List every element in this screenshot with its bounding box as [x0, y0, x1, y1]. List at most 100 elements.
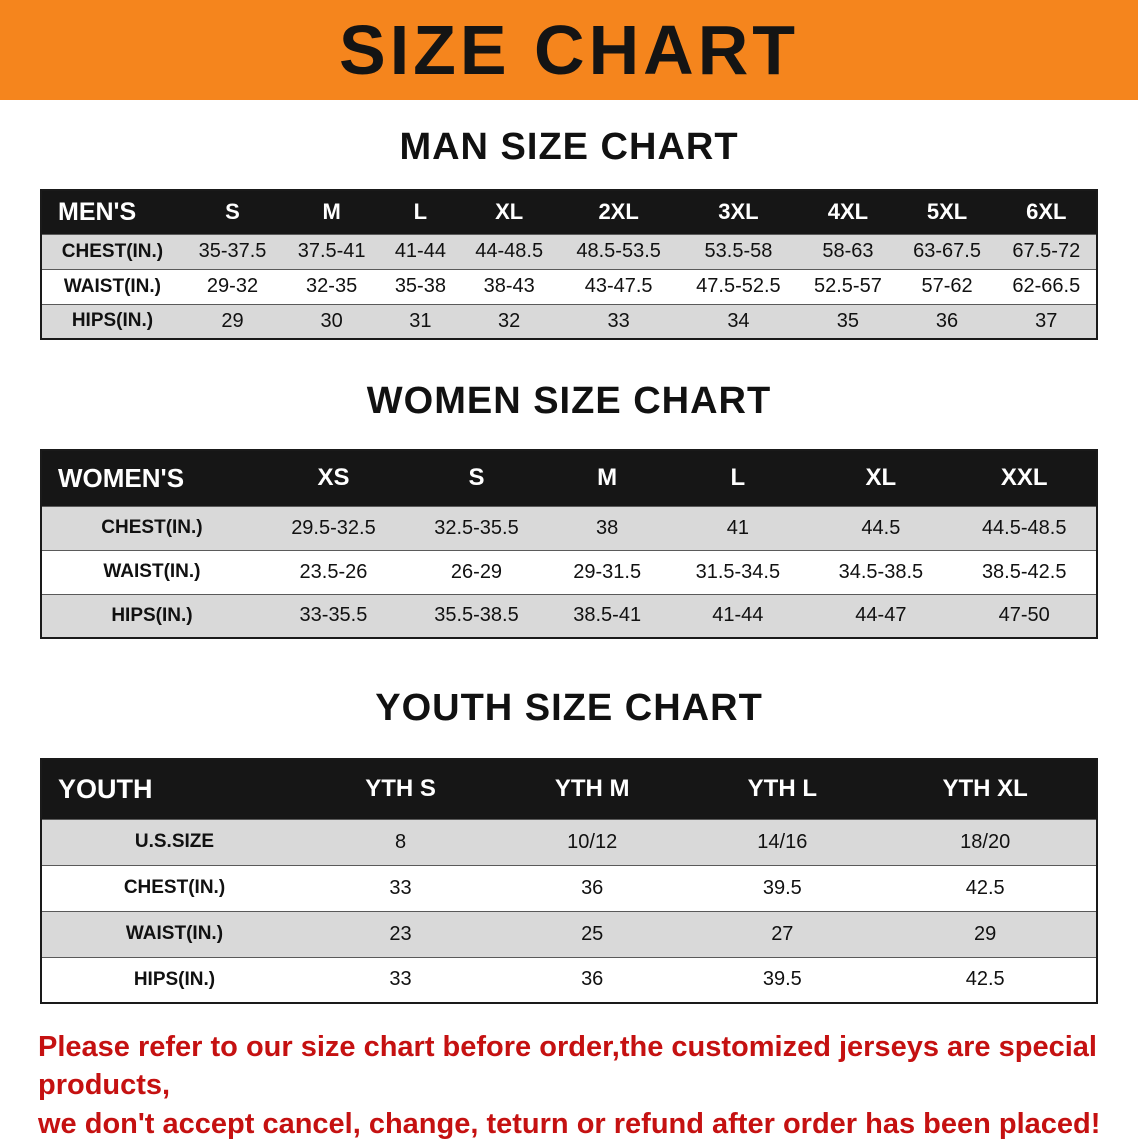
banner: SIZE CHART: [0, 0, 1138, 100]
table-row: WAIST(IN.) 23 25 27 29: [41, 911, 1097, 957]
size-value-cell: 35-37.5: [198, 240, 267, 262]
size-value-cell: 42.5: [965, 968, 1005, 991]
size-value-cell: 36: [935, 309, 959, 332]
size-value-cell: 44-48.5: [475, 240, 544, 262]
size-value-cell: 62-66.5: [1012, 275, 1081, 297]
table-title-cell: YOUTH: [41, 759, 307, 819]
row-label: WAIST(IN.): [63, 275, 162, 297]
size-value-cell: 38-43: [483, 275, 535, 297]
size-column-header: 3XL: [678, 190, 799, 234]
size-value-cell: 34: [727, 309, 750, 332]
row-label: WAIST(IN.): [125, 923, 224, 944]
size-column-header: L: [381, 190, 460, 234]
size-column-header: YTH M: [494, 759, 691, 819]
size-value-cell: 35: [836, 309, 860, 332]
size-value-cell: 29: [221, 309, 244, 332]
row-label: HIPS(IN.): [133, 968, 216, 990]
size-value-cell: 33: [389, 876, 412, 899]
size-value-cell: 41-44: [712, 604, 764, 627]
size-column-header: YTH XL: [874, 759, 1097, 819]
size-value-cell: 10/12: [567, 830, 618, 853]
table-title-cell: MEN'S: [41, 190, 183, 234]
size-column-header: M: [548, 450, 667, 506]
size-value-cell: 39.5: [762, 876, 802, 899]
size-value-cell: 14/16: [757, 830, 808, 853]
size-value-cell: 58-63: [822, 240, 874, 262]
size-value-cell: 37.5-41: [297, 240, 366, 262]
men-section-heading: MAN SIZE CHART: [399, 126, 739, 168]
size-value-cell: 33: [607, 309, 630, 332]
size-value-cell: 57-62: [921, 275, 973, 297]
size-value-cell: 32.5-35.5: [434, 516, 519, 539]
disclaimer-text: Please refer to our size chart before or…: [38, 1028, 1118, 1143]
row-label: U.S.SIZE: [134, 831, 215, 852]
size-value-cell: 30: [320, 309, 343, 332]
size-value-cell: 38.5-42.5: [981, 560, 1067, 583]
size-value-cell: 33: [389, 968, 412, 991]
row-label: WAIST(IN.): [103, 561, 201, 582]
table-row: WAIST(IN.) 23.5-26 26-29 29-31.5 31.5-34.5 34…: [41, 550, 1097, 594]
size-value-cell: 47.5-52.5: [696, 275, 781, 297]
size-column-header: S: [404, 450, 548, 506]
size-column-header: L: [666, 450, 810, 506]
size-value-cell: 27: [771, 922, 794, 945]
section-men: MAN SIZE CHART MEN'S S M L XL 2XL 3XL 4XL 5XL 6XL…: [0, 126, 1138, 340]
size-value-cell: 36: [581, 876, 604, 899]
size-value-cell: 18/20: [960, 830, 1011, 853]
size-value-cell: 41-44: [394, 240, 446, 262]
table-header-row: MEN'S S M L XL 2XL 3XL 4XL 5XL 6XL: [41, 190, 1097, 234]
table-row: U.S.SIZE 8 10/12 14/16 18/20: [41, 819, 1097, 865]
size-column-header: YTH L: [690, 759, 875, 819]
size-value-cell: 38: [596, 516, 619, 539]
size-value-cell: 23.5-26: [299, 560, 368, 583]
youth-section-heading: YOUTH SIZE CHART: [375, 687, 763, 729]
size-value-cell: 43-47.5: [584, 275, 653, 297]
size-value-cell: 34.5-38.5: [838, 560, 924, 583]
size-column-header: YTH S: [306, 759, 495, 819]
size-value-cell: 35.5-38.5: [434, 604, 519, 627]
row-label: CHEST(IN.): [61, 240, 164, 262]
table-row: HIPS(IN.) 33 36 39.5 42.5: [41, 957, 1097, 1003]
size-value-cell: 37: [1035, 309, 1058, 332]
size-value-cell: 44.5: [861, 516, 901, 539]
table-row: CHEST(IN.) 29.5-32.5 32.5-35.5 38 41 44.5 44.5…: [41, 506, 1097, 550]
size-value-cell: 67.5-72: [1012, 240, 1081, 262]
size-value-cell: 32: [498, 309, 521, 332]
row-label: CHEST(IN.): [123, 877, 226, 898]
size-value-cell: 23: [389, 922, 412, 945]
size-value-cell: 31: [409, 309, 432, 332]
size-value-cell: 53.5-58: [704, 240, 773, 262]
table-row: CHEST(IN.) 33 36 39.5 42.5: [41, 865, 1097, 911]
size-column-header: XS: [261, 450, 405, 506]
women-section-heading: WOMEN SIZE CHART: [366, 380, 772, 422]
table-row: HIPS(IN.) 29 30 31 32 33 34 35 36 37: [41, 304, 1097, 339]
size-value-cell: 33-35.5: [299, 604, 368, 627]
size-column-header: 6XL: [996, 190, 1097, 234]
size-value-cell: 48.5-53.5: [576, 240, 661, 262]
size-column-header: M: [282, 190, 382, 234]
table-row: HIPS(IN.) 33-35.5 35.5-38.5 38.5-41 41-44 44-…: [41, 594, 1097, 638]
size-column-header: 5XL: [897, 190, 997, 234]
table-header-row: WOMEN'S XS S M L XL XXL: [41, 450, 1097, 506]
size-value-cell: 52.5-57: [813, 275, 882, 297]
size-value-cell: 29-31.5: [573, 560, 642, 583]
women-size-table: WOMEN'S XS S M L XL XXL CHEST(IN.) 29.5-32.5 32.5…: [40, 449, 1098, 639]
row-label: HIPS(IN.): [111, 604, 193, 626]
size-value-cell: 42.5: [965, 876, 1005, 899]
size-value-cell: 39.5: [762, 968, 802, 991]
size-value-cell: 35-38: [394, 275, 446, 297]
size-value-cell: 8: [394, 830, 407, 853]
section-youth: YOUTH SIZE CHART YOUTH YTH S YTH M YTH L YTH…: [0, 687, 1138, 1004]
table-row: WAIST(IN.) 29-32 32-35 35-38 38-43 43-47.5 47.…: [41, 269, 1097, 304]
size-value-cell: 44.5-48.5: [981, 516, 1067, 539]
size-value-cell: 26-29: [450, 560, 503, 583]
table-row: CHEST(IN.) 35-37.5 37.5-41 41-44 44-48.5 48.5…: [41, 234, 1097, 269]
men-size-table: MEN'S S M L XL 2XL 3XL 4XL 5XL 6XL CHEST(IN.) 35-37…: [40, 189, 1098, 340]
size-value-cell: 36: [581, 968, 604, 991]
size-value-cell: 29: [974, 922, 997, 945]
size-value-cell: 25: [581, 922, 604, 945]
size-value-cell: 32-35: [306, 275, 358, 297]
row-label: CHEST(IN.): [101, 517, 203, 538]
size-value-cell: 29-32: [206, 275, 259, 297]
